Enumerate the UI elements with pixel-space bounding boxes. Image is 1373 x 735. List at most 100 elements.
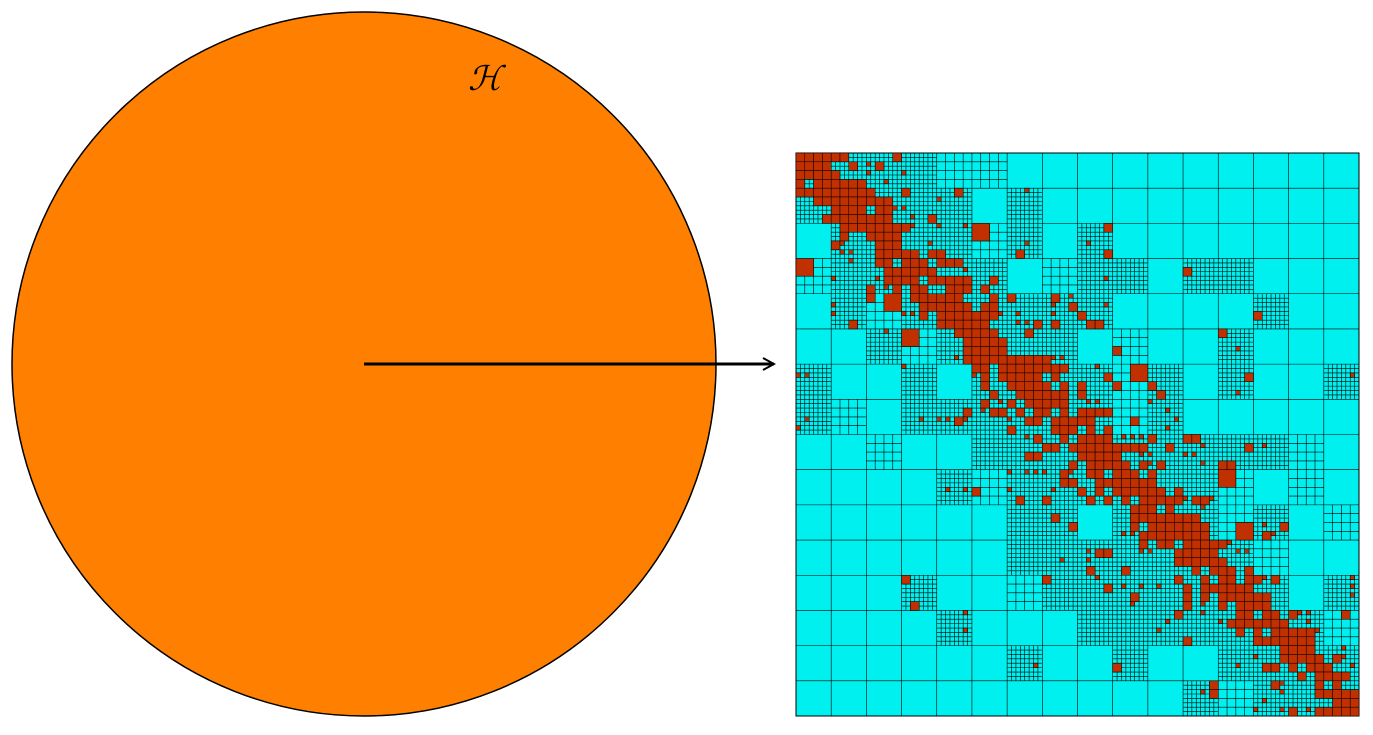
- dense-block: [1103, 548, 1113, 558]
- dense-block: [1297, 671, 1307, 682]
- dense-block: [848, 258, 854, 264]
- dense-block: [830, 311, 836, 316]
- dense-block: [1156, 522, 1166, 532]
- dense-block: [822, 152, 832, 163]
- dense-block: [1050, 319, 1061, 330]
- dense-block: [1024, 187, 1030, 193]
- dense-block: [822, 187, 832, 198]
- dense-block: [962, 337, 973, 347]
- space-label: ℋ: [468, 59, 507, 99]
- dense-block: [1297, 610, 1303, 616]
- dense-block: [839, 214, 850, 224]
- dense-block: [1086, 566, 1096, 576]
- dense-block: [1086, 240, 1091, 246]
- dense-block: [1033, 416, 1043, 426]
- dense-block: [1182, 583, 1193, 594]
- dense-block: [1077, 451, 1087, 462]
- dense-block: [1033, 372, 1043, 382]
- dense-block: [1341, 706, 1351, 717]
- dense-block: [1209, 583, 1219, 594]
- dense-block: [980, 363, 990, 374]
- dense-block: [927, 214, 937, 224]
- dense-block: [1349, 662, 1355, 668]
- dense-block: [989, 390, 999, 400]
- dense-block: [1050, 302, 1056, 308]
- dense-block: [1042, 399, 1052, 409]
- dense-block: [1279, 645, 1289, 655]
- dense-block: [936, 275, 946, 286]
- dense-block: [954, 258, 964, 268]
- dense-block: [892, 231, 902, 242]
- dense-block: [874, 275, 880, 281]
- dense-block: [1086, 399, 1091, 404]
- dense-block: [971, 319, 981, 330]
- dense-block: [795, 179, 806, 189]
- dense-block: [980, 381, 990, 391]
- dense-block: [866, 223, 876, 233]
- dense-block: [1015, 495, 1025, 506]
- dense-block: [1165, 425, 1171, 431]
- dense-block: [1068, 416, 1078, 426]
- dense-block: [1314, 680, 1325, 690]
- dense-block: [936, 258, 946, 268]
- dense-block: [1235, 583, 1245, 594]
- dense-block: [1270, 662, 1281, 673]
- dense-block: [1270, 680, 1281, 690]
- dense-block: [839, 249, 845, 255]
- dense-block: [1024, 355, 1034, 365]
- dense-block: [954, 275, 964, 286]
- dense-block: [1235, 522, 1254, 541]
- dense-block: [1279, 627, 1289, 638]
- dense-block: [998, 355, 1008, 365]
- dense-block: [1270, 575, 1281, 585]
- dense-block: [1024, 416, 1034, 426]
- dense-block: [822, 196, 832, 207]
- dense-block: [1059, 381, 1069, 391]
- dense-block: [1191, 557, 1201, 567]
- dense-block: [813, 196, 823, 207]
- dense-block: [857, 187, 867, 198]
- dense-block: [1033, 469, 1039, 475]
- dense-block: [1244, 575, 1254, 585]
- dense-block: [1112, 451, 1122, 462]
- dense-block: [892, 205, 898, 211]
- dense-block: [962, 311, 973, 321]
- dense-block: [1182, 522, 1193, 532]
- dense-block: [1138, 513, 1149, 523]
- dense-block: [1024, 451, 1034, 462]
- dense-block: [1147, 434, 1157, 444]
- dense-block: [1174, 548, 1184, 558]
- dense-block: [1147, 460, 1153, 466]
- dense-block: [927, 249, 937, 259]
- dense-block: [1305, 618, 1311, 624]
- dense-block: [874, 249, 885, 259]
- dense-block: [1086, 460, 1096, 470]
- dense-block: [1050, 390, 1061, 400]
- dense-block: [1086, 425, 1096, 435]
- dense-block: [1323, 689, 1333, 699]
- dense-block: [1121, 443, 1131, 453]
- dense-block: [1182, 451, 1188, 457]
- dense-block: [980, 355, 990, 365]
- dense-block: [945, 302, 955, 312]
- dense-block: [1050, 399, 1061, 409]
- dense-block: [1112, 381, 1122, 391]
- dense-block: [998, 337, 1008, 347]
- dense-block: [1323, 662, 1333, 673]
- dense-block: [962, 416, 968, 422]
- dense-block: [1244, 618, 1254, 629]
- dense-block: [1006, 355, 1017, 365]
- dense-block: [866, 214, 876, 224]
- dense-block: [1050, 443, 1061, 453]
- dense-block: [1147, 513, 1157, 523]
- dense-block: [1218, 618, 1223, 624]
- dense-block: [866, 196, 876, 207]
- dense-block: [1191, 513, 1201, 523]
- dense-block: [1006, 293, 1017, 303]
- dense-block: [910, 223, 916, 229]
- dense-block: [1103, 434, 1113, 444]
- dense-block: [962, 610, 968, 616]
- dense-block: [1086, 416, 1096, 426]
- dense-block: [1297, 654, 1307, 664]
